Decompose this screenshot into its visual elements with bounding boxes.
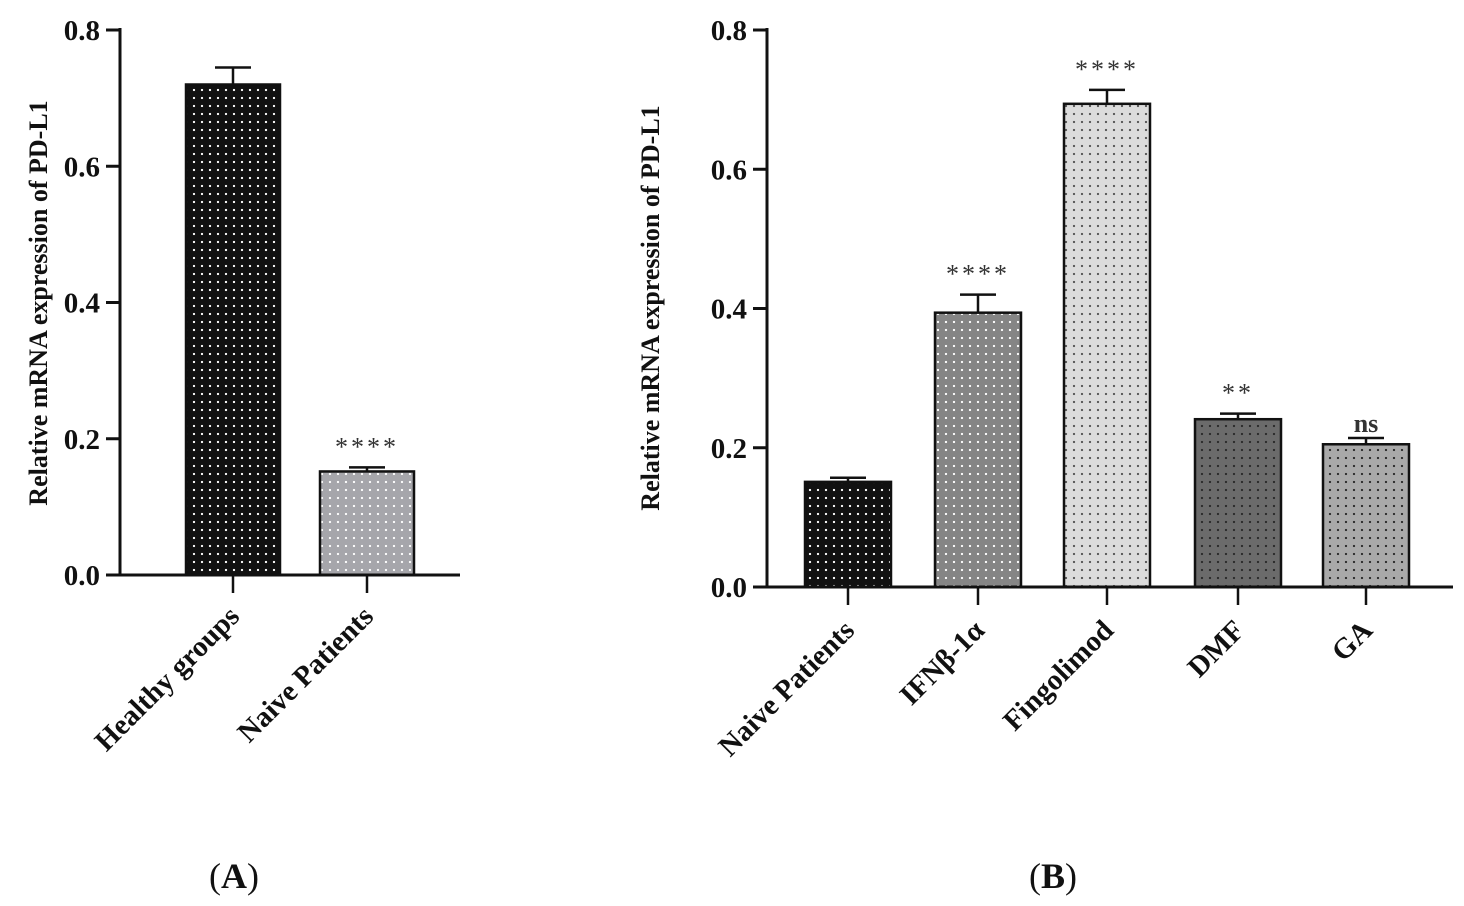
panel-a-chart: Relative mRNA expression of PD-L1 Health… (24, 15, 460, 758)
panel-a-category-label-1: Naive Patients (231, 600, 379, 748)
panel-b-error-bar-2 (1089, 88, 1125, 104)
panel-b-significance-1: **** (946, 260, 1010, 289)
panel-b-letter: B (1041, 856, 1065, 896)
panel-b-category-label-2: Fingolimod (997, 614, 1120, 737)
panel-a-y-axis-label: Relative mRNA expression of PD-L1 (24, 100, 53, 505)
panel-b-category-label-3: DMF (1182, 614, 1251, 683)
panel-b-error-bar-1 (960, 293, 996, 313)
panel-b-bar-3 (1193, 417, 1283, 589)
panel-b-y-tick-label-4: 0.8 (711, 15, 747, 47)
panel-b-significance-3: ** (1222, 379, 1254, 408)
panel-a-y-tick-label-1: 0.2 (64, 424, 100, 456)
panel-b-y-axis-label: Relative mRNA expression of PD-L1 (636, 105, 665, 510)
panel-a-y-tick-label-2: 0.4 (64, 288, 100, 320)
panel-b-chart: Relative mRNA expression of PD-L1 Naive … (636, 15, 1453, 763)
panel-b-bar-0 (803, 480, 893, 589)
panel-b-y-tick-label-2: 0.4 (711, 294, 747, 326)
panel-a-significance-1: **** (335, 432, 399, 461)
panel-b-y-tick-label-0: 0.0 (711, 572, 747, 604)
panel-b-y-tick-label-1: 0.2 (711, 433, 747, 465)
panel-a-y-tick-label-4: 0.8 (64, 15, 100, 47)
panel-b-y-tick-label-3: 0.6 (711, 154, 747, 186)
panel-b-marks: Naive Patients IFNβ-1α **** Fingolimod **** D… (711, 15, 1453, 763)
panel-b-error-bar-0 (830, 476, 866, 482)
panel-b-category-label-0: Naive Patients (712, 614, 860, 762)
panel-a-letter: A (221, 856, 247, 896)
panel-b-significance-2: **** (1075, 55, 1139, 84)
panel-b-significance-4: ns (1354, 409, 1379, 438)
panel-a-label: (A) (209, 856, 259, 896)
panel-a-category-label-0: Healthy groups (89, 600, 246, 757)
panel-a-error-bar-0 (215, 66, 251, 85)
panel-a-bar-0 (184, 83, 282, 577)
panel-b-category-label-4: GA (1326, 614, 1379, 667)
panel-b-bar-4 (1321, 443, 1411, 589)
panel-a-y-tick-label-0: 0.0 (64, 560, 100, 592)
panel-a-error-bar-1 (349, 466, 385, 472)
panel-b-category-label-1: IFNβ-1α (894, 614, 991, 711)
panel-b-error-bar-3 (1220, 412, 1256, 420)
panel-a-y-tick-label-3: 0.6 (64, 151, 100, 183)
panel-b-error-bar-4 (1348, 436, 1384, 445)
panel-a-bar-1 (318, 470, 416, 577)
panel-b-label: (B) (1029, 856, 1077, 896)
panel-b-bar-2 (1062, 102, 1152, 589)
panel-b-bar-1 (933, 311, 1023, 589)
